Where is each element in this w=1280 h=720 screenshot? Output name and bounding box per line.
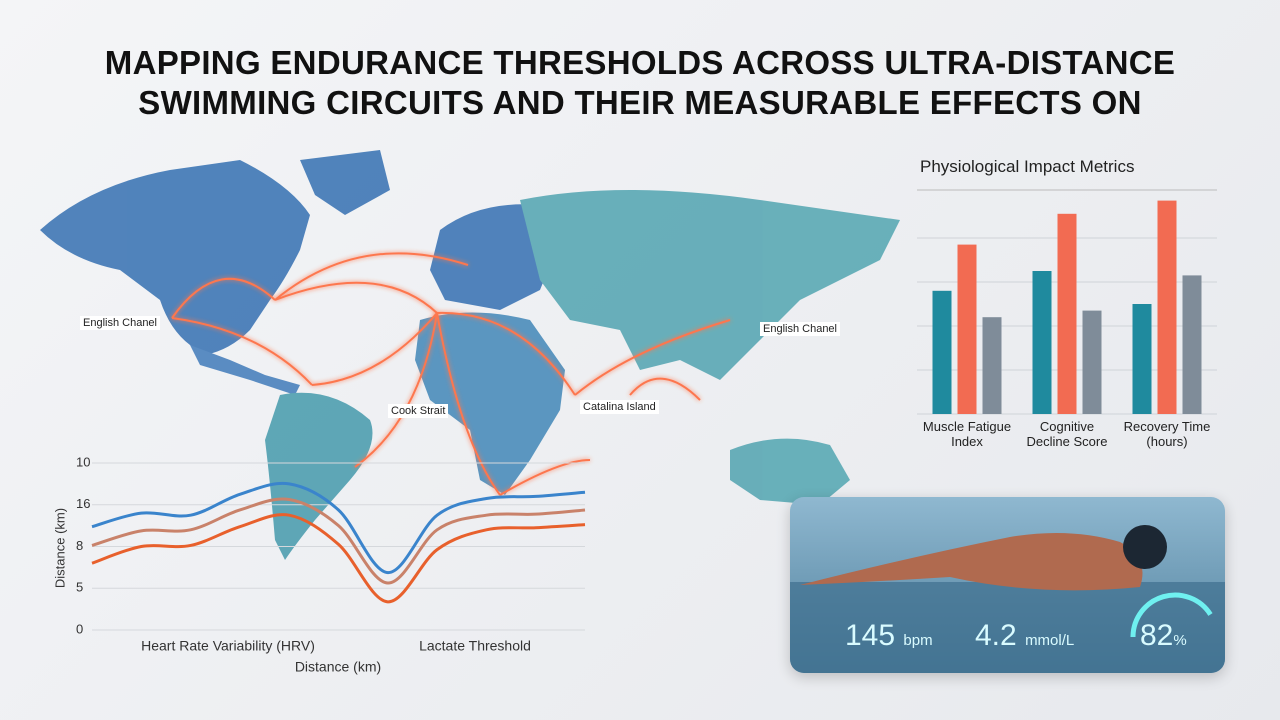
line-series: [91, 481, 586, 575]
y-axis-label: Distance (km): [52, 508, 67, 588]
annotation: Lactate Threshold: [419, 638, 531, 654]
bar: [1157, 200, 1177, 414]
y-tick-label: 16: [76, 496, 90, 511]
chart-title: Physiological Impact Metrics: [920, 157, 1135, 176]
north-america: [40, 160, 310, 355]
route-lines: [171, 252, 731, 496]
swimmer-illustration: [790, 525, 1225, 673]
swim-cap: [1123, 525, 1167, 569]
line-series: [91, 513, 586, 604]
lactate: 4.2 mmol/L: [975, 619, 1074, 653]
water: [790, 582, 1225, 673]
score-value: 82: [1140, 619, 1174, 652]
bar: [1132, 304, 1152, 414]
swimmer-card: 145 bpm 4.2 mmol/L 82%: [790, 497, 1225, 673]
swimmer: [800, 533, 1143, 591]
score-gauge: [1130, 592, 1213, 638]
map-label: English Chanel: [760, 322, 840, 336]
heart-rate-value: 145: [845, 619, 896, 652]
south-america: [265, 392, 373, 560]
x-tick-label: Recovery Time (hours): [1123, 419, 1211, 449]
annotation: Heart Rate Variability (HRV): [141, 638, 315, 654]
heart-rate: 145 bpm: [845, 619, 933, 653]
map-label: Cook Strait: [388, 404, 449, 418]
world-map: [40, 150, 900, 560]
map-label: Catalina Island: [580, 400, 659, 414]
bar: [982, 317, 1002, 414]
bar: [1182, 275, 1202, 414]
score: 82%: [1140, 619, 1187, 653]
line-series: [91, 497, 586, 585]
central-america: [190, 345, 300, 395]
asia: [520, 190, 900, 380]
lactate-value: 4.2: [975, 619, 1017, 652]
greenland: [300, 150, 390, 215]
africa: [415, 312, 565, 495]
title-line: MAPPING ENDURANCE THRESHOLDS ACROSS ULTR…: [104, 44, 1176, 81]
bar: [1057, 213, 1077, 414]
title-line: SWIMMING CIRCUITS AND THEIR MEASURABLE E…: [138, 84, 1142, 121]
lactate-unit: mmol/L: [1025, 632, 1075, 649]
map-label: English Chanel: [80, 316, 160, 330]
y-tick-label: 8: [76, 538, 83, 553]
australia: [730, 438, 850, 505]
y-tick-label: 0: [76, 621, 83, 636]
x-tick-label: Muscle Fatigue Index: [922, 419, 1012, 449]
bar: [957, 244, 977, 414]
bar: [932, 290, 952, 414]
x-axis-label: Distance (km): [295, 659, 381, 675]
y-tick-label: 10: [76, 454, 90, 469]
bar: [1082, 310, 1102, 414]
y-tick-label: 5: [76, 580, 83, 595]
x-tick-label: Cognitive Decline Score: [1026, 419, 1108, 449]
bar: [1032, 271, 1052, 414]
score-unit: %: [1173, 632, 1187, 649]
heart-rate-unit: bpm: [903, 632, 933, 649]
europe: [430, 204, 560, 310]
